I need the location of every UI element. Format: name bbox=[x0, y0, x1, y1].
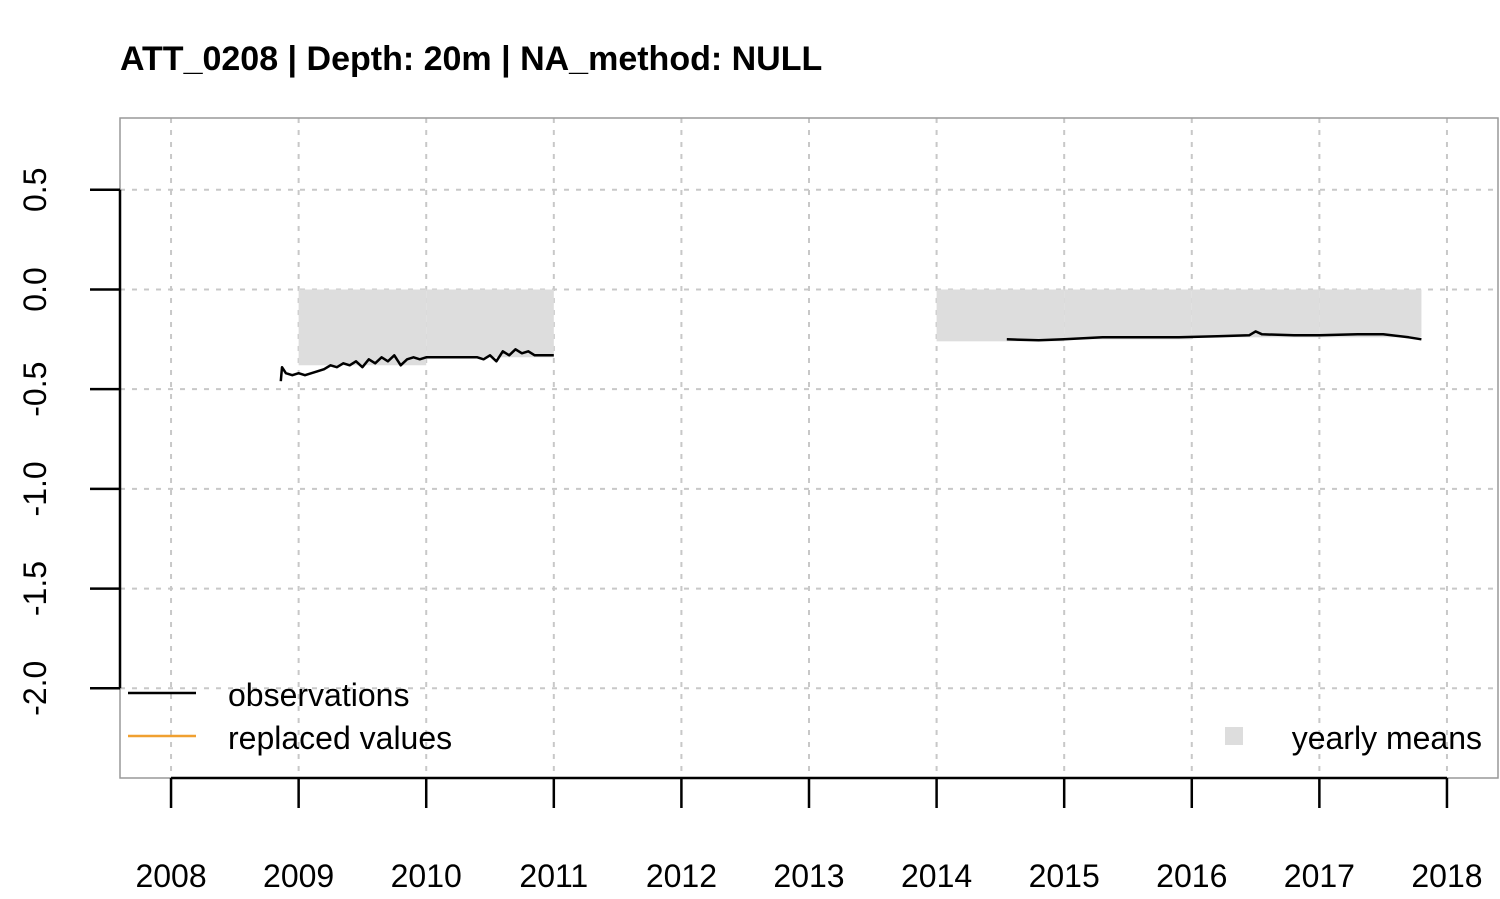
yearly-mean-bar-4 bbox=[1191, 289, 1320, 338]
x-tick-label-2015: 2015 bbox=[1029, 858, 1100, 894]
x-tick-label-2009: 2009 bbox=[263, 858, 334, 894]
yearly-mean-bar-3 bbox=[1064, 289, 1192, 340]
axes: 0.5 0.0 -0.5 -1.0 -1.5 -2.0 2008 2009 2010 2011 20… bbox=[17, 168, 1483, 894]
y-tick-label-1: 0.0 bbox=[17, 267, 53, 311]
x-tick-label-2014: 2014 bbox=[901, 858, 972, 894]
legend-swatch-yearly-means bbox=[1225, 727, 1243, 745]
y-tick-label-4: -1.5 bbox=[17, 561, 53, 616]
y-tick-label-2: -0.5 bbox=[17, 362, 53, 417]
x-tick-label-2012: 2012 bbox=[646, 858, 717, 894]
x-tick-label-2016: 2016 bbox=[1156, 858, 1227, 894]
yearly-mean-bar-0 bbox=[298, 289, 427, 366]
legend-label-yearly-means: yearly means bbox=[1292, 720, 1482, 756]
yearly-means-bars bbox=[298, 289, 1422, 366]
y-tick-label-0: 0.5 bbox=[17, 168, 53, 212]
legend-label-observations: observations bbox=[228, 677, 409, 713]
grid-lines bbox=[120, 118, 1498, 778]
y-tick-label-3: -1.0 bbox=[17, 461, 53, 516]
chart-title: ATT_0208 | Depth: 20m | NA_method: NULL bbox=[120, 40, 823, 78]
yearly-mean-bar-2 bbox=[936, 289, 1065, 342]
yearly-mean-bar-5 bbox=[1319, 289, 1422, 338]
yearly-mean-bar-1 bbox=[426, 289, 554, 358]
legend-label-replaced-values: replaced values bbox=[228, 720, 452, 756]
x-tick-label-2011: 2011 bbox=[519, 858, 588, 894]
legend: observations replaced values yearly mean… bbox=[128, 677, 1482, 756]
x-tick-label-2010: 2010 bbox=[391, 858, 462, 894]
series-line-0-segment-0 bbox=[279, 348, 554, 382]
x-tick-label-2017: 2017 bbox=[1284, 858, 1355, 894]
x-tick-label-2018: 2018 bbox=[1411, 858, 1482, 894]
y-tick-label-5: -2.0 bbox=[17, 661, 53, 716]
series-lines bbox=[279, 330, 1422, 382]
x-tick-label-2013: 2013 bbox=[773, 858, 844, 894]
series-line-0-segment-1 bbox=[1006, 330, 1422, 342]
x-tick-label-2008: 2008 bbox=[135, 858, 206, 894]
